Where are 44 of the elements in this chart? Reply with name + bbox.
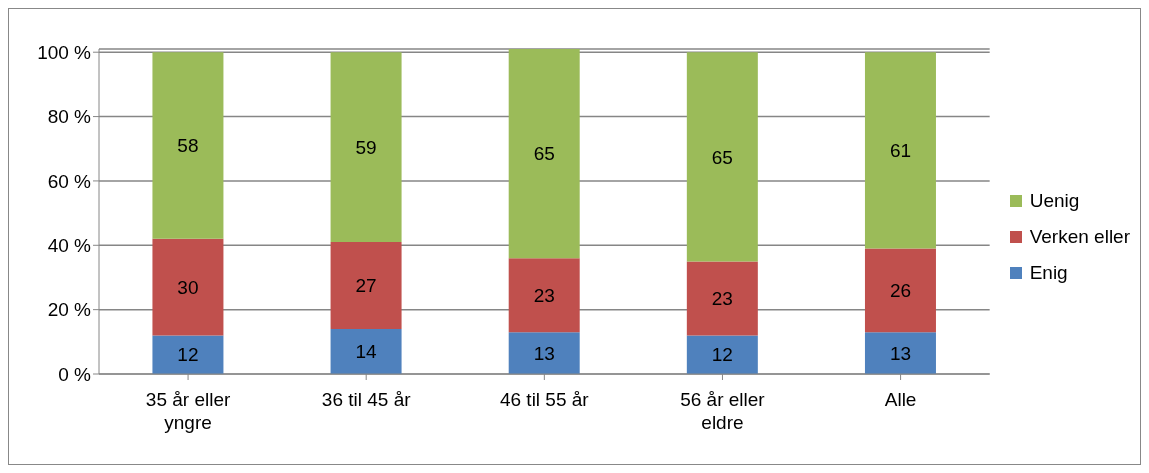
data-label: 59 — [355, 136, 377, 158]
legend-label: Uenig — [1029, 189, 1080, 212]
data-label: 27 — [355, 275, 377, 297]
data-label: 23 — [533, 284, 555, 306]
data-label: 23 — [711, 288, 733, 310]
y-tick-label: 40 % — [47, 235, 92, 257]
legend-label: Verken eller — [1029, 225, 1130, 248]
x-tick-label: 35 år eller yngre — [145, 389, 231, 433]
data-label: 12 — [711, 344, 733, 366]
bar — [330, 52, 402, 243]
data-label: 26 — [889, 280, 912, 302]
x-tick-label: 46 til 55 år — [499, 389, 590, 410]
y-tick-label: 60 % — [47, 170, 92, 192]
bar — [508, 258, 580, 333]
data-label: 30 — [177, 276, 199, 298]
bar — [686, 261, 758, 336]
y-tick-label: 100 % — [37, 41, 92, 63]
data-label: 61 — [889, 140, 912, 162]
legend-label: Enig — [1029, 261, 1068, 284]
bar — [686, 52, 758, 262]
y-tick-label: 20 % — [47, 299, 92, 321]
bar — [508, 49, 580, 259]
bar — [330, 328, 402, 374]
bar — [508, 332, 580, 374]
data-label: 13 — [533, 342, 555, 364]
bar — [864, 332, 936, 374]
bar — [152, 52, 224, 239]
bar — [330, 242, 402, 329]
y-tick-label: 0 % — [58, 363, 92, 385]
bar — [864, 52, 936, 249]
x-tick-label: 36 til 45 år — [321, 389, 412, 410]
data-label: 14 — [355, 341, 378, 363]
x-tick-label: 56 år eller eldre — [680, 389, 766, 433]
bar — [152, 238, 224, 336]
data-label: 13 — [889, 342, 912, 364]
data-label: 12 — [177, 344, 199, 366]
data-label: 65 — [533, 143, 555, 165]
bar — [686, 335, 758, 374]
data-label: 58 — [177, 135, 199, 157]
data-label: 65 — [711, 146, 733, 168]
y-tick-label: 80 % — [47, 106, 92, 128]
bar — [864, 248, 936, 333]
bar — [152, 335, 224, 374]
x-tick-label: Alle — [884, 389, 917, 410]
